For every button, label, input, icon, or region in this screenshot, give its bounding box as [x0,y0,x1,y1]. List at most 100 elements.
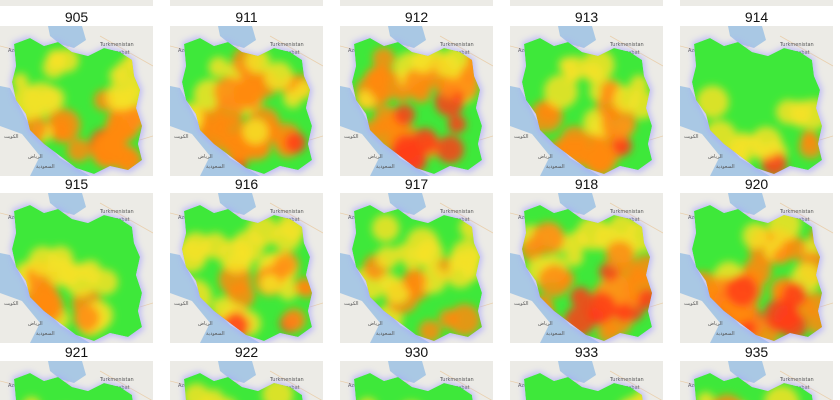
heatmap-map: AzerbaijanTurkmenistanAshgabatالكويتالري… [680,193,833,343]
basemap-label: الكويت [344,301,359,307]
heatmap-panel: AzerbaijanTurkmenistanAshgabatالكويتالري… [0,26,153,176]
heatmap-map: AzerbaijanTurkmenistanAshgabatالكويتالري… [340,26,493,176]
basemap-label: Turkmenistan [439,377,474,383]
basemap-label: الكويت [4,134,19,140]
panel-label: 912 [404,9,429,25]
panel-label: 933 [574,344,599,360]
basemap-label: الكويت [174,301,189,307]
basemap-label: السعودية [376,164,395,170]
caspian-sea [728,361,766,383]
heat-layer [182,38,312,174]
heatmap-panel: AzerbaijanTurkmenistanAshgabatالكويتالري… [340,361,493,400]
arabia-land [510,126,550,176]
caspian-sea [48,26,86,48]
heatmap-panel: AzerbaijanTurkmenistanAshgabatالكويتالري… [340,193,493,343]
caspian-sea [218,26,256,48]
caspian-sea [388,193,426,215]
panel-label: 914 [744,9,769,25]
heatmap-map: AzerbaijanTurkmenistanAshgabatالكويتالري… [510,26,663,176]
basemap-label: السعودية [546,164,565,170]
partial-map-top [510,0,663,6]
caspian-sea [558,361,596,383]
caspian-sea [728,26,766,48]
panel-label: 911 [235,9,258,25]
caspian-sea [388,361,426,383]
heatmap-map: AzerbaijanTurkmenistanAshgabatالكويتالري… [0,26,153,176]
basemap-label: Turkmenistan [99,42,134,48]
heatmap-panel: AzerbaijanTurkmenistanAshgabatالكويتالري… [170,193,323,343]
arabia-land [170,293,210,343]
partial-map-top [0,0,153,6]
heatmap-map: AzerbaijanTurkmenistanAshgabatالكويتالري… [510,193,663,343]
basemap-label: الكويت [344,134,359,140]
panel-label: 935 [744,344,769,360]
basemap-label: Turkmenistan [439,42,474,48]
caspian-sea [728,193,766,215]
heatmap-panel: AzerbaijanTurkmenistanAshgabatالكويتالري… [170,26,323,176]
heatmap-panel: AzerbaijanTurkmenistanAshgabatالكويتالري… [340,26,493,176]
basemap-label: الكويت [514,301,529,307]
arabia-land [340,126,380,176]
basemap-label: الرياض [368,154,383,160]
heatmap-map: AzerbaijanTurkmenistanAshgabatالكويتالري… [510,361,663,400]
partial-map-top [340,0,493,6]
caspian-sea [218,193,256,215]
basemap-label: الرياض [708,154,723,160]
heatmap-map: AzerbaijanTurkmenistanAshgabatالكويتالري… [340,193,493,343]
basemap-label: Turkmenistan [439,209,474,215]
arabia-land [0,293,40,343]
panel-label: 917 [404,176,429,192]
heatmap-map: AzerbaijanTurkmenistanAshgabatالكويتالري… [170,361,323,400]
panel-label: 916 [234,176,259,192]
panel-label: 905 [64,9,89,25]
heat-layer [692,373,822,400]
basemap-label: السعودية [206,331,225,337]
heatmap-panel: AzerbaijanTurkmenistanAshgabatالكويتالري… [510,193,663,343]
panel-label: 921 [64,344,89,360]
basemap-label: Turkmenistan [269,377,304,383]
heatmap-panel: AzerbaijanTurkmenistanAshgabatالكويتالري… [510,361,663,400]
heat-layer [352,38,482,174]
basemap-label: Turkmenistan [269,209,304,215]
basemap-label: الرياض [198,321,213,327]
heat-layer [12,205,142,341]
heatmap-map: AzerbaijanTurkmenistanAshgabatالكويتالري… [0,193,153,343]
basemap-label: Turkmenistan [609,377,644,383]
basemap-label: السعودية [716,331,735,337]
panel-label: 922 [234,344,259,360]
basemap-label: الكويت [4,301,19,307]
basemap-label: الرياض [198,154,213,160]
basemap-label: السعودية [206,164,225,170]
basemap-label: الرياض [538,154,553,160]
basemap-label: السعودية [376,331,395,337]
heatmap-panel: AzerbaijanTurkmenistanAshgabatالكويتالري… [0,361,153,400]
arabia-land [510,293,550,343]
basemap-label: Turkmenistan [779,42,814,48]
arabia-land [680,126,720,176]
heatmap-panel: AzerbaijanTurkmenistanAshgabatالكويتالري… [510,26,663,176]
panel-label: 930 [404,344,429,360]
heatmap-map: AzerbaijanTurkmenistanAshgabatالكويتالري… [680,361,833,400]
basemap-label: الرياض [538,321,553,327]
heatmap-panel: AzerbaijanTurkmenistanAshgabatالكويتالري… [680,26,833,176]
caspian-sea [48,361,86,383]
basemap-label: الكويت [684,134,699,140]
heat-layer [182,373,312,400]
caspian-sea [218,361,256,383]
partial-map-top [170,0,323,6]
basemap-label: الكويت [174,134,189,140]
heatmap-panel: AzerbaijanTurkmenistanAshgabatالكويتالري… [680,361,833,400]
basemap-label: الرياض [368,321,383,327]
basemap-label: Turkmenistan [779,377,814,383]
heat-layer [522,373,652,400]
basemap-label: السعودية [546,331,565,337]
heatmap-map: AzerbaijanTurkmenistanAshgabatالكويتالري… [170,26,323,176]
heatmap-map: AzerbaijanTurkmenistanAshgabatالكويتالري… [0,361,153,400]
basemap-label: الكويت [684,301,699,307]
heatmap-panel: AzerbaijanTurkmenistanAshgabatالكويتالري… [170,361,323,400]
basemap-label: الرياض [28,154,43,160]
heatmap-map: AzerbaijanTurkmenistanAshgabatالكويتالري… [170,193,323,343]
arabia-land [170,126,210,176]
caspian-sea [388,26,426,48]
heatmap-map: AzerbaijanTurkmenistanAshgabatالكويتالري… [680,26,833,176]
